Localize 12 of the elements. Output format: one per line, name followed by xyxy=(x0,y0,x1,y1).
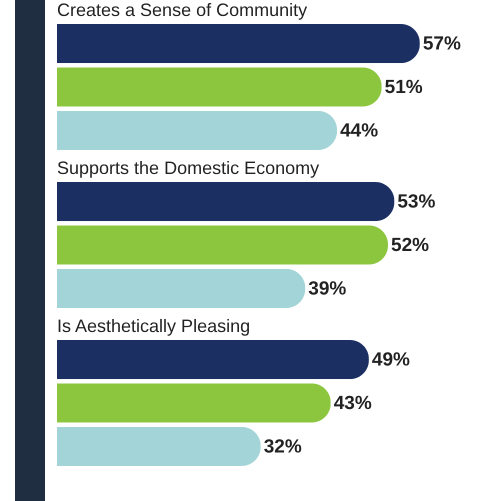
y-tick-label: Creates a Sense of Community xyxy=(57,0,308,20)
data-label: 43% xyxy=(334,393,372,414)
data-label: 39% xyxy=(308,278,346,300)
data-label: 32% xyxy=(264,436,302,458)
y-tick-label: Supports the Domestic Economy xyxy=(57,158,320,178)
data-label: 52% xyxy=(391,235,430,256)
y-tick-label: Is Aesthetically Pleasing xyxy=(57,316,250,336)
data-label: 53% xyxy=(397,192,436,213)
data-label: 51% xyxy=(384,77,423,98)
data-label: 44% xyxy=(340,120,378,142)
data-label: 57% xyxy=(422,34,461,55)
data-label: 49% xyxy=(372,350,410,371)
